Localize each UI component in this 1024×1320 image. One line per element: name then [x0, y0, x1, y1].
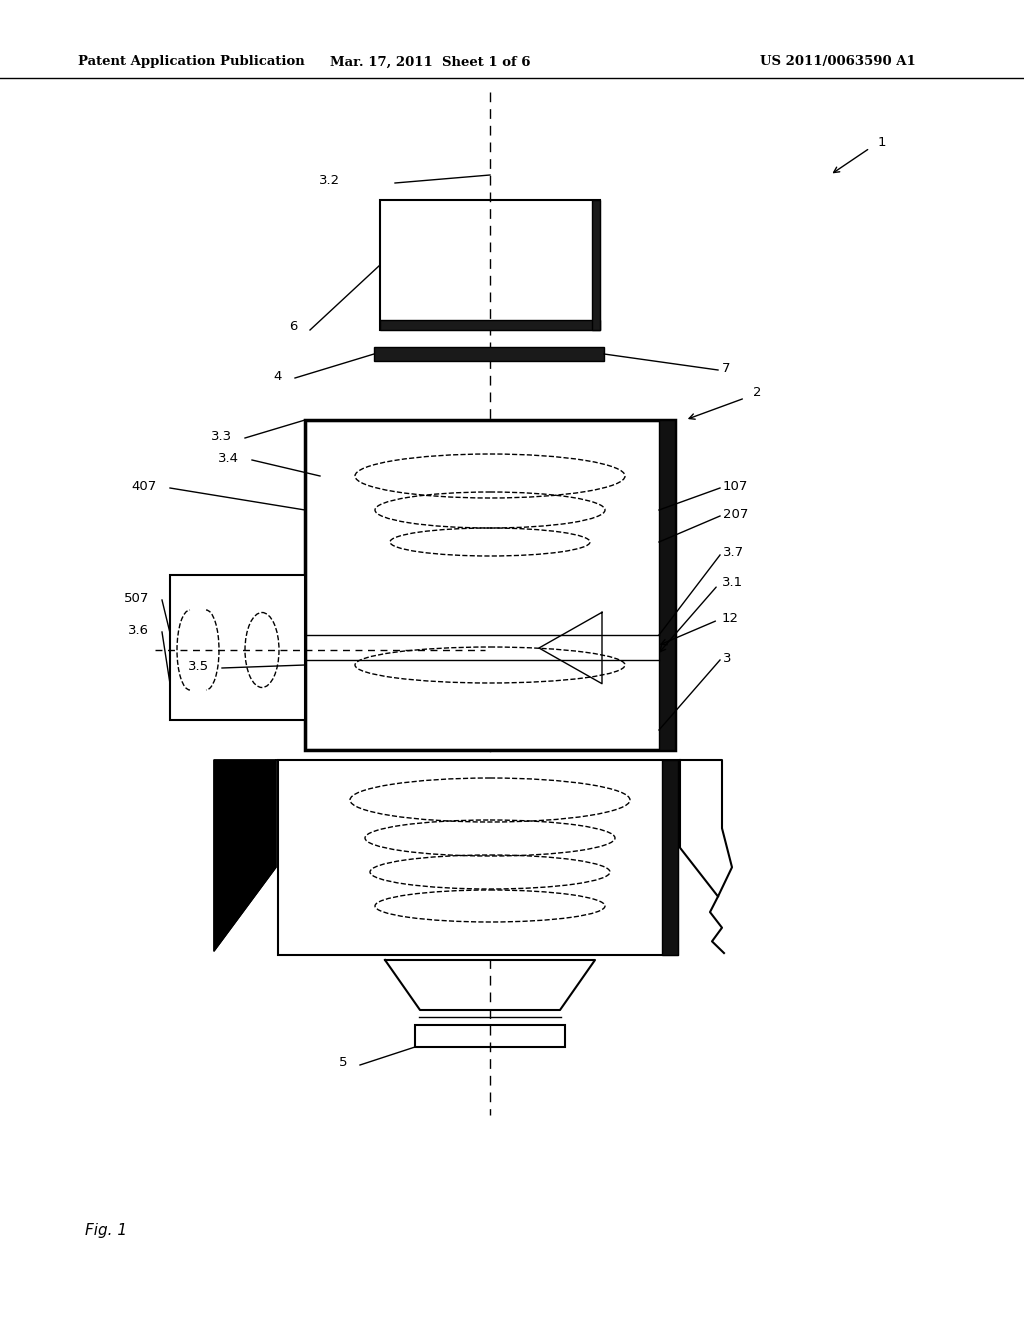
Text: 507: 507: [124, 591, 150, 605]
Text: 12: 12: [722, 611, 739, 624]
Text: Patent Application Publication: Patent Application Publication: [78, 55, 305, 69]
Polygon shape: [374, 347, 604, 360]
Text: Mar. 17, 2011  Sheet 1 of 6: Mar. 17, 2011 Sheet 1 of 6: [330, 55, 530, 69]
Polygon shape: [170, 576, 305, 719]
Text: 3.5: 3.5: [187, 660, 209, 672]
Text: 3.3: 3.3: [211, 429, 232, 442]
Text: 3.1: 3.1: [722, 577, 743, 590]
Text: 3.6: 3.6: [128, 623, 150, 636]
Polygon shape: [307, 422, 673, 747]
Text: 1: 1: [878, 136, 887, 149]
Text: 3.2: 3.2: [318, 173, 340, 186]
Polygon shape: [659, 420, 675, 750]
Text: 4: 4: [273, 370, 282, 383]
Polygon shape: [662, 760, 678, 954]
Polygon shape: [278, 760, 678, 954]
Text: 407: 407: [132, 479, 157, 492]
Polygon shape: [680, 760, 732, 896]
Text: 7: 7: [722, 362, 730, 375]
Text: 3.7: 3.7: [723, 546, 744, 560]
Polygon shape: [305, 420, 675, 750]
Text: 3.4: 3.4: [218, 451, 239, 465]
Text: 3: 3: [723, 652, 731, 664]
Text: Fig. 1: Fig. 1: [85, 1222, 127, 1238]
Polygon shape: [592, 201, 600, 330]
Text: US 2011/0063590 A1: US 2011/0063590 A1: [760, 55, 915, 69]
Polygon shape: [380, 319, 600, 330]
Text: 207: 207: [723, 507, 749, 520]
Text: 5: 5: [339, 1056, 347, 1068]
Text: 6: 6: [290, 321, 298, 334]
Text: 107: 107: [723, 479, 749, 492]
Text: 2: 2: [753, 387, 762, 400]
Polygon shape: [214, 760, 276, 952]
